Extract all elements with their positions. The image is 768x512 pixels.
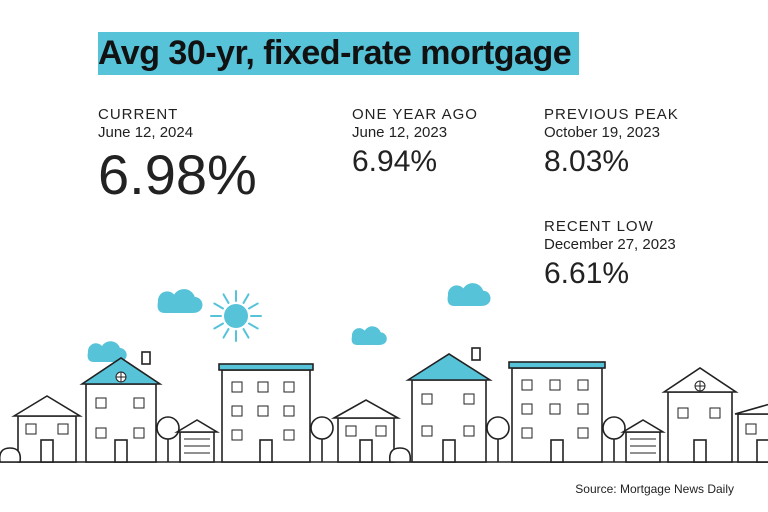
stat-value: 6.98% <box>98 147 257 203</box>
stat-date: June 12, 2023 <box>352 124 478 141</box>
infographic-canvas: Avg 30-yr, fixed-rate mortgage CURRENT J… <box>0 0 768 512</box>
stat-current: CURRENT June 12, 2024 6.98% <box>98 106 257 203</box>
scene-svg <box>0 272 768 472</box>
title: Avg 30-yr, fixed-rate mortgage <box>98 32 579 75</box>
stat-value: 8.03% <box>544 147 679 177</box>
stat-label: CURRENT <box>98 106 257 123</box>
stat-label: PREVIOUS PEAK <box>544 106 679 123</box>
illustration-scene <box>0 272 768 472</box>
stat-value: 6.94% <box>352 147 478 177</box>
title-wrap: Avg 30-yr, fixed-rate mortgage <box>98 32 579 75</box>
stat-one-year-ago: ONE YEAR AGO June 12, 2023 6.94% <box>352 106 478 177</box>
stat-previous-peak: PREVIOUS PEAK October 19, 2023 8.03% <box>544 106 679 177</box>
stat-date: October 19, 2023 <box>544 124 679 141</box>
stat-label: ONE YEAR AGO <box>352 106 478 123</box>
stat-label: RECENT LOW <box>544 218 676 235</box>
stat-date: June 12, 2024 <box>98 124 257 141</box>
source-text: Source: Mortgage News Daily <box>575 482 734 496</box>
stat-date: December 27, 2023 <box>544 236 676 253</box>
